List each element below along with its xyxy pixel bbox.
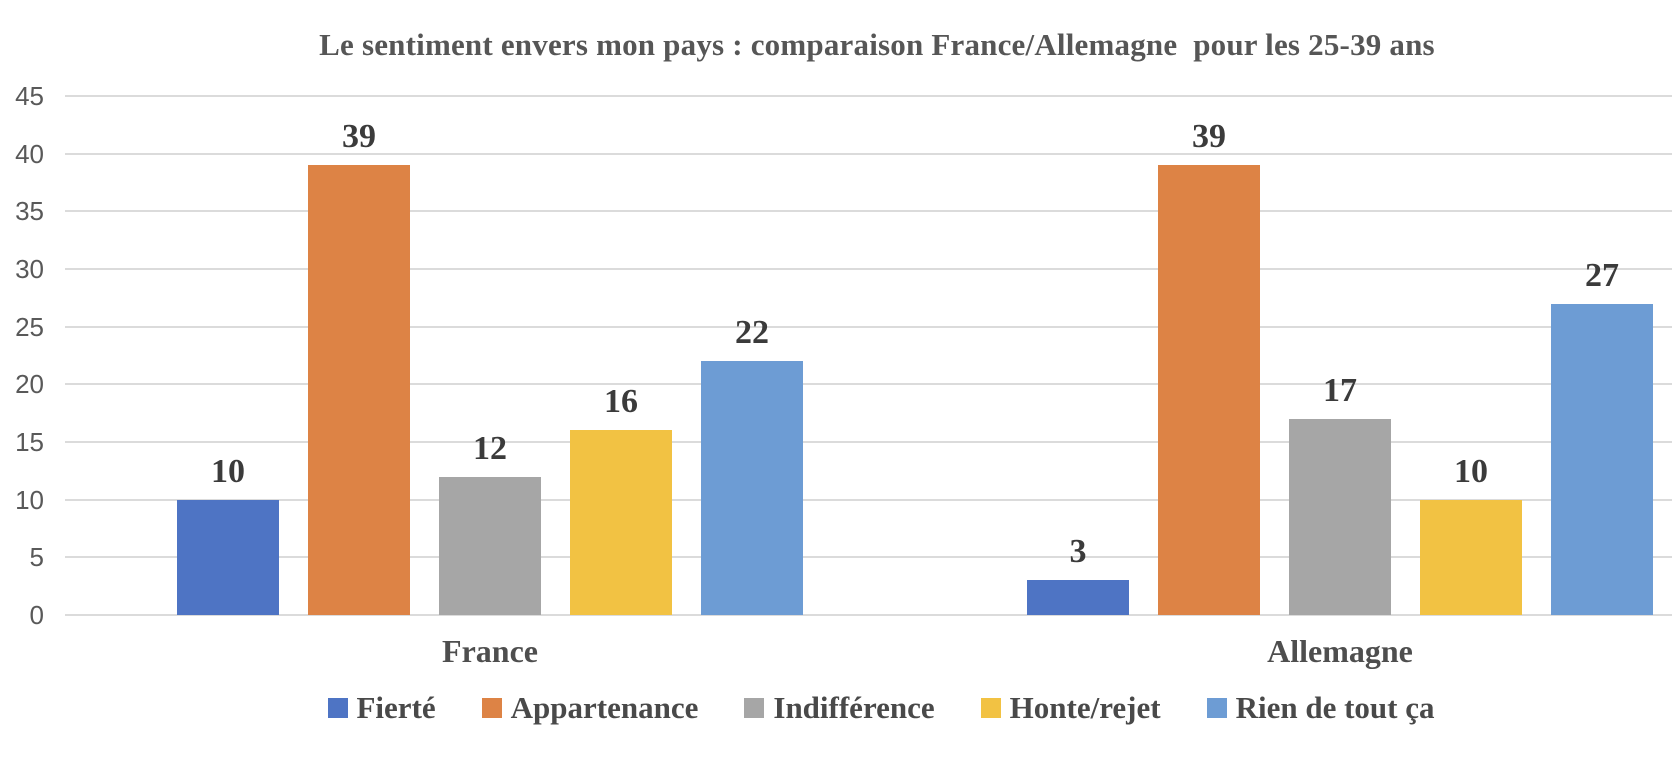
gridline-y-20 <box>65 383 1672 386</box>
bar-value-label: 22 <box>735 314 769 352</box>
gridline-y-30 <box>65 268 1672 270</box>
legend-label: Honte/rejet <box>1009 690 1161 725</box>
gridline-y-40 <box>65 152 1672 155</box>
y-axis-tick-15: 15 <box>15 427 44 457</box>
gridline-y-15 <box>65 441 1672 443</box>
y-axis-tick-40: 40 <box>15 138 44 169</box>
bar-france-honte-rejet: 16 <box>570 383 672 615</box>
bar-group-france: 10 39 12 16 22 <box>177 118 803 615</box>
legend-marker-appartenance <box>481 698 502 718</box>
y-axis-tick-30: 30 <box>15 254 44 284</box>
y-axis-tick-20: 20 <box>15 369 44 400</box>
y-axis-tick-35: 35 <box>15 196 44 227</box>
legend-label: Fierté <box>356 690 436 725</box>
bar-allemagne-fierte: 3 <box>1027 533 1129 615</box>
legend-item-fierte: Fierté <box>327 690 436 726</box>
bar-value-label: 17 <box>1323 371 1357 409</box>
gridline-y-0 <box>65 614 1672 616</box>
gridline-y-5 <box>65 556 1672 559</box>
bar-france-fierte: 10 <box>177 453 279 615</box>
legend-item-appartenance: Appartenance <box>481 690 699 726</box>
bar-france-indifference: 12 <box>439 430 541 615</box>
legend-label: Rien de tout ça <box>1235 690 1435 725</box>
bar-allemagne-appartenance: 39 <box>1158 118 1260 615</box>
y-axis-tick-10: 10 <box>15 484 44 515</box>
y-axis-tick-45: 45 <box>15 81 44 111</box>
x-axis-category-label-allemagne: Allemagne <box>1267 633 1413 669</box>
legend-item-honte-rejet: Honte/rejet <box>980 690 1161 726</box>
bar-france-rien-de-tout-ca: 22 <box>701 314 803 615</box>
legend: Fierté Appartenance Indifférence Honte/reje… <box>45 690 1672 726</box>
legend-label: Appartenance <box>510 690 699 725</box>
bar-france-appartenance: 39 <box>308 118 410 615</box>
bar-value-label: 27 <box>1585 256 1619 294</box>
bar-value-label: 10 <box>1454 452 1488 490</box>
bar-value-label: 16 <box>604 383 638 421</box>
gridline-y-10 <box>65 498 1672 501</box>
x-axis-category-label-france: France <box>442 633 538 669</box>
bar-value-label: 12 <box>473 429 507 467</box>
legend-marker-honte-rejet <box>980 698 1001 718</box>
legend-item-indifference: Indifférence <box>744 690 935 726</box>
gridline-y-35 <box>65 210 1672 213</box>
legend-marker-indifference <box>744 698 765 718</box>
bar-value-label: 3 <box>1069 533 1087 571</box>
bar-group-allemagne: 3 39 17 10 27 <box>1027 118 1653 615</box>
bar-value-label: 39 <box>342 118 376 156</box>
bar-value-label: 10 <box>211 452 245 490</box>
legend-marker-fierte <box>327 698 348 718</box>
bar-value-label: 39 <box>1192 118 1226 156</box>
bar-allemagne-indifference: 17 <box>1289 372 1391 615</box>
y-axis-tick-0: 0 <box>29 600 44 630</box>
bar-allemagne-honte-rejet: 10 <box>1420 453 1522 615</box>
y-axis-tick-25: 25 <box>15 311 44 342</box>
gridline-y-25 <box>65 325 1672 328</box>
legend-marker-rien-de-tout-ca <box>1206 698 1227 718</box>
legend-label: Indifférence <box>773 690 935 725</box>
y-axis-tick-5: 5 <box>29 542 44 573</box>
legend-item-rien-de-tout-ca: Rien de tout ça <box>1206 690 1435 726</box>
chart-title: Le sentiment envers mon pays : comparais… <box>319 27 1435 62</box>
bar-allemagne-rien-de-tout-ca: 27 <box>1551 257 1653 615</box>
gridline-y-45 <box>65 95 1672 97</box>
